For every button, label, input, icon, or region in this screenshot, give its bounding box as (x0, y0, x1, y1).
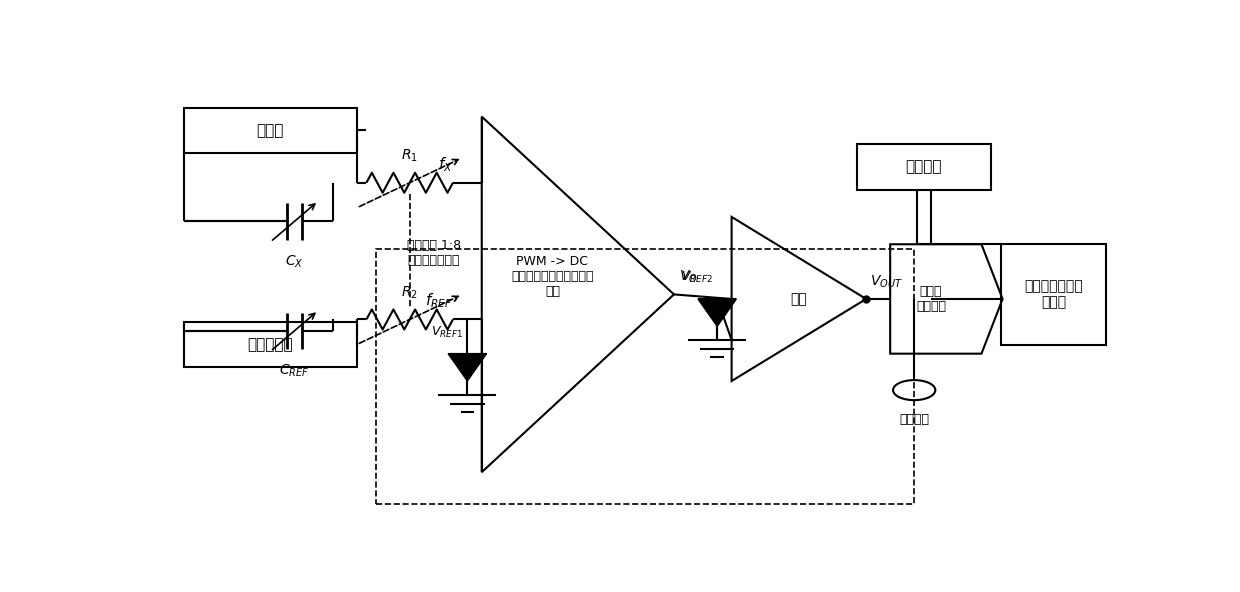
Text: 增益: 增益 (790, 292, 807, 306)
Text: 谐振器: 谐振器 (257, 123, 284, 138)
Text: $V_{OUT}$: $V_{OUT}$ (870, 274, 903, 290)
Polygon shape (698, 299, 737, 326)
Text: 数字接口以及逻
辑电路: 数字接口以及逻 辑电路 (1024, 279, 1083, 310)
Text: $C_{REF}$: $C_{REF}$ (279, 363, 310, 379)
Bar (184, 108, 357, 153)
Text: $f_X$: $f_X$ (438, 155, 453, 173)
Bar (184, 322, 357, 367)
Text: $V_{REF2}$: $V_{REF2}$ (681, 270, 712, 285)
Text: 参考谐振器: 参考谐振器 (248, 337, 293, 352)
Bar (857, 144, 991, 189)
Text: 电阻比例 1:8
（需精确匹配）: 电阻比例 1:8 （需精确匹配） (407, 239, 461, 268)
Text: $C_X$: $C_X$ (285, 253, 304, 270)
Polygon shape (448, 353, 486, 381)
Text: PWM -> DC
（脉宽调制信号到直流转
换）: PWM -> DC （脉宽调制信号到直流转 换） (511, 255, 594, 298)
Text: 测试节点: 测试节点 (899, 413, 929, 426)
Text: $V_{REF1}$: $V_{REF1}$ (430, 325, 463, 340)
Text: $f_{REF}$: $f_{REF}$ (425, 292, 453, 310)
Bar (1001, 244, 1106, 345)
Text: 校准单元: 校准单元 (905, 159, 942, 174)
Text: $R_2$: $R_2$ (402, 285, 418, 301)
Text: $V_O$: $V_O$ (678, 269, 698, 285)
Text: 模拟到
数字转换: 模拟到 数字转换 (916, 285, 946, 313)
Text: $R_1$: $R_1$ (402, 148, 418, 165)
